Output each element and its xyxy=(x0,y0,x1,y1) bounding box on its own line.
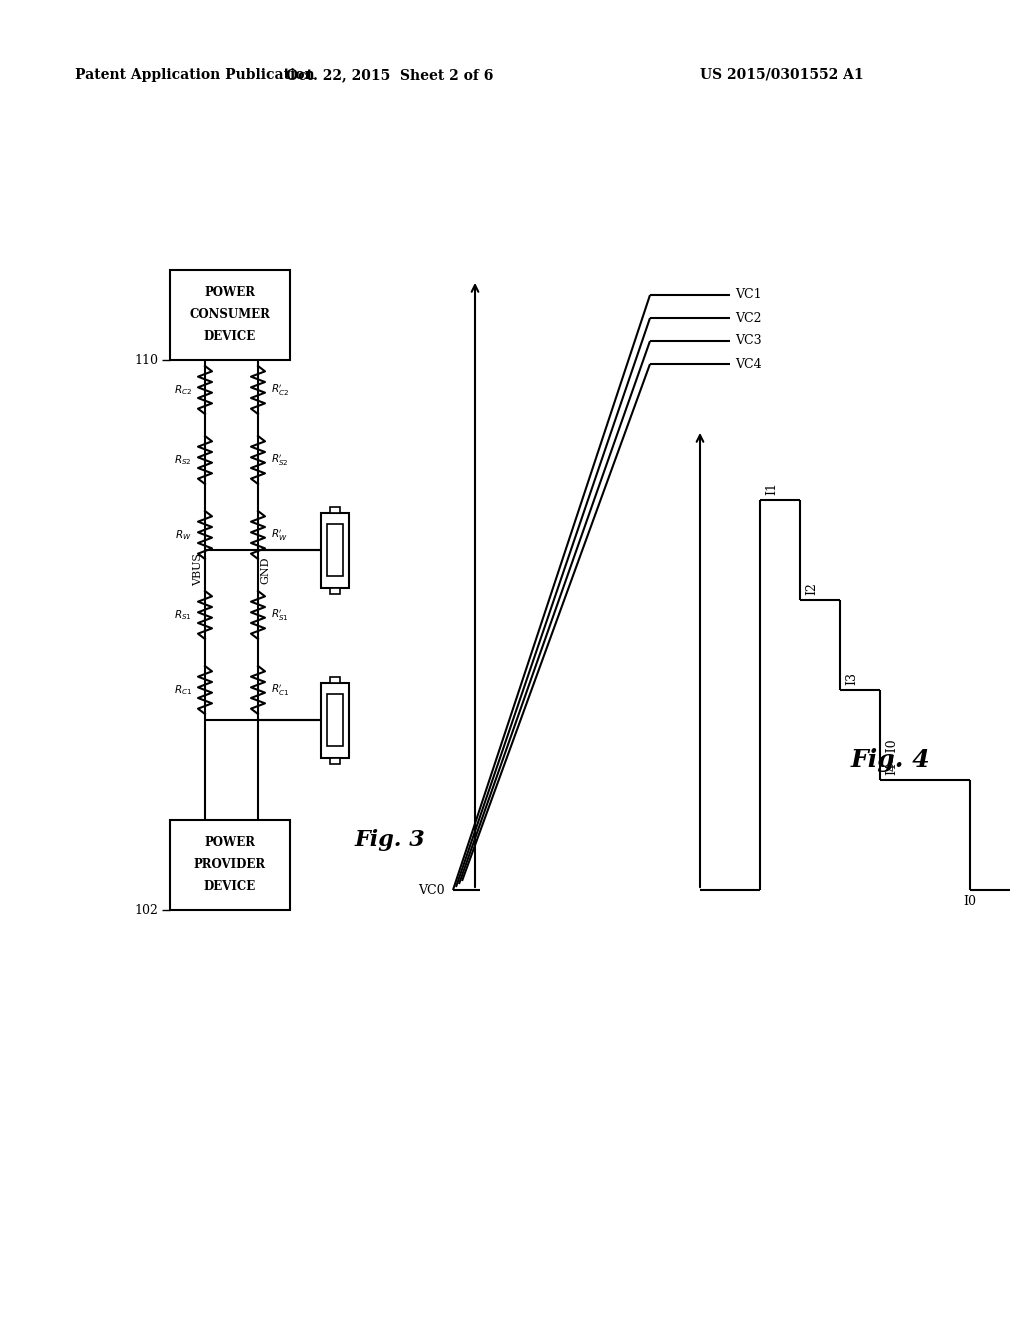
Bar xyxy=(321,682,349,758)
Text: VC4: VC4 xyxy=(735,358,762,371)
Text: $R_{S1}'$: $R_{S1}'$ xyxy=(271,607,289,623)
Text: $R_{S2}'$: $R_{S2}'$ xyxy=(271,453,289,467)
Text: I4=I0: I4=I0 xyxy=(885,738,898,775)
Text: Patent Application Publication: Patent Application Publication xyxy=(75,69,314,82)
Bar xyxy=(330,507,340,512)
Text: GND: GND xyxy=(260,556,270,583)
Text: $R_{S1}$: $R_{S1}$ xyxy=(174,609,193,622)
Text: Fig. 4: Fig. 4 xyxy=(850,748,930,772)
Text: $R_{C1}$: $R_{C1}$ xyxy=(174,684,193,697)
Bar xyxy=(327,694,343,746)
Bar xyxy=(330,758,340,763)
Text: POWER: POWER xyxy=(205,285,256,298)
Text: $R_{C1}'$: $R_{C1}'$ xyxy=(271,682,289,698)
Text: POWER: POWER xyxy=(205,836,256,849)
Text: I1: I1 xyxy=(765,482,778,495)
Text: I3: I3 xyxy=(845,672,858,685)
Bar xyxy=(321,512,349,587)
Text: I2: I2 xyxy=(805,582,818,595)
Text: VC0: VC0 xyxy=(419,883,445,896)
Text: $R_W$: $R_W$ xyxy=(175,528,193,543)
Text: $R_{C2}$: $R_{C2}$ xyxy=(174,383,193,397)
Bar xyxy=(170,271,290,360)
Bar xyxy=(327,524,343,576)
Text: USB1: USB1 xyxy=(331,704,340,737)
Text: $R_{C2}'$: $R_{C2}'$ xyxy=(271,383,289,397)
Text: USB2: USB2 xyxy=(331,533,340,566)
Bar xyxy=(330,676,340,682)
Text: Oct. 22, 2015  Sheet 2 of 6: Oct. 22, 2015 Sheet 2 of 6 xyxy=(287,69,494,82)
Text: US 2015/0301552 A1: US 2015/0301552 A1 xyxy=(700,69,863,82)
Bar xyxy=(330,587,340,594)
Text: PROVIDER: PROVIDER xyxy=(194,858,266,870)
Text: Fig. 3: Fig. 3 xyxy=(354,829,425,851)
Text: CONSUMER: CONSUMER xyxy=(189,308,270,321)
Bar xyxy=(170,820,290,909)
Text: $R_W'$: $R_W'$ xyxy=(271,527,288,543)
Text: VC2: VC2 xyxy=(735,312,762,325)
Text: DEVICE: DEVICE xyxy=(204,879,256,892)
Text: I0: I0 xyxy=(964,895,977,908)
Text: VBUS: VBUS xyxy=(193,553,203,586)
Text: 110: 110 xyxy=(134,354,158,367)
Text: 102: 102 xyxy=(134,903,158,916)
Text: DEVICE: DEVICE xyxy=(204,330,256,342)
Text: VC1: VC1 xyxy=(735,289,762,301)
Text: $R_{S2}$: $R_{S2}$ xyxy=(174,453,193,467)
Text: VC3: VC3 xyxy=(735,334,762,347)
